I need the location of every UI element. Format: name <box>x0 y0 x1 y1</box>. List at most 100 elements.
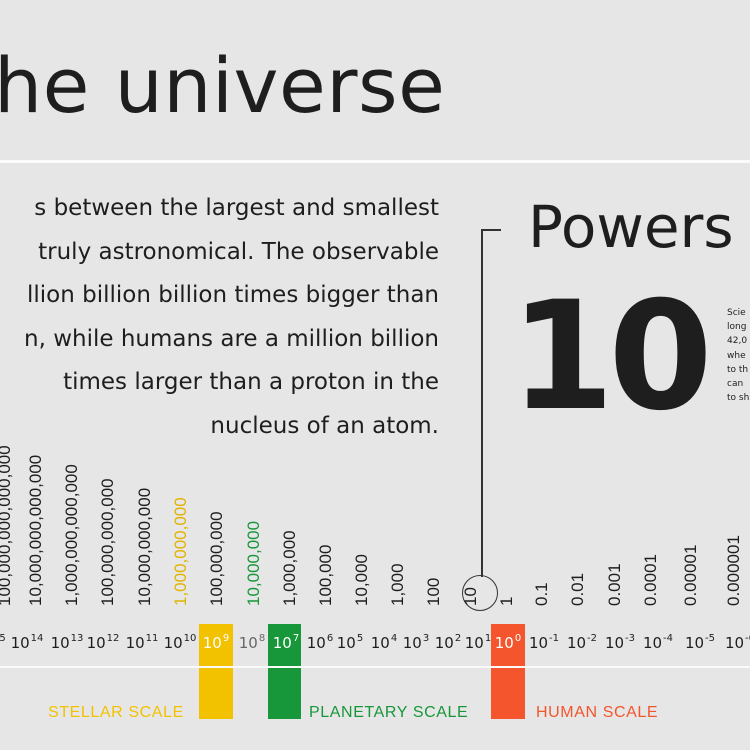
number-column-label: 1 <box>497 596 516 606</box>
number-column-label: 0.0001 <box>641 554 660 606</box>
power-of-ten-label: 5 <box>0 633 6 651</box>
side-note-line: Scie <box>727 308 746 318</box>
number-column-label: 10,000,000,000,000 <box>26 454 45 606</box>
power-exponent: -6 <box>745 633 750 644</box>
planetary-scale-label: PLANETARY SCALE <box>309 704 469 721</box>
power-base: 10 <box>642 634 663 652</box>
number-column-label: 100,000,000 <box>207 511 226 606</box>
power-base: 10 <box>272 634 292 652</box>
power-of-ten-label: 105 <box>336 633 364 652</box>
power-of-ten-label: 1010 <box>163 633 197 652</box>
number-column-label: 0.1 <box>532 582 551 606</box>
side-note-line: can <box>727 378 744 389</box>
power-base: 10 <box>494 634 514 652</box>
human-scale-label: HUMAN SCALE <box>536 704 659 721</box>
power-of-ten-label: 107 <box>272 633 300 652</box>
power-exponent: 14 <box>30 633 44 644</box>
power-of-ten-label: 101 <box>464 633 492 652</box>
power-exponent: 4 <box>390 633 398 644</box>
power-exponent: 8 <box>258 633 266 644</box>
power-of-ten-label: 10-2 <box>566 633 598 652</box>
number-column-label: 100 <box>424 577 443 606</box>
power-exponent: -2 <box>587 633 598 644</box>
side-note-line: whe <box>727 350 746 361</box>
power-of-ten-label: 1012 <box>86 633 120 652</box>
power-base: 10 <box>10 634 30 652</box>
power-exponent: 5 <box>0 633 6 644</box>
intro-line: nucleus of an atom. <box>210 412 439 439</box>
callout-bracket-line <box>481 229 483 577</box>
power-exponent: 10 <box>183 633 197 644</box>
power-base: 10 <box>238 634 258 652</box>
power-base: 10 <box>50 634 70 652</box>
power-base: 10 <box>604 634 625 652</box>
power-exponent: -3 <box>625 633 636 644</box>
power-base: 10 <box>434 634 454 652</box>
power-base: 10 <box>202 634 222 652</box>
human-scale-band <box>491 624 525 719</box>
number-column-label: 10 <box>461 587 480 606</box>
power-of-ten-label: 109 <box>202 633 230 652</box>
power-base: 10 <box>566 634 587 652</box>
power-base: 10 <box>528 634 549 652</box>
title-divider <box>0 160 750 163</box>
intro-line: n, while humans are a million billion <box>24 325 439 352</box>
power-of-ten-label: 10-4 <box>642 633 674 652</box>
power-base: 10 <box>125 634 145 652</box>
power-exponent: -4 <box>663 633 674 644</box>
number-column-label: 10,000,000,000 <box>135 487 154 606</box>
number-column-label: 100,000,000,000,000 <box>0 445 14 606</box>
power-base: 10 <box>163 634 183 652</box>
power-exponent: 12 <box>106 633 120 644</box>
power-of-ten-label: 104 <box>371 633 398 651</box>
power-exponent: 0 <box>514 633 522 644</box>
number-column-label: 1,000 <box>388 563 407 606</box>
stellar-scale-band <box>199 624 233 719</box>
intro-line: truly astronomical. The observable <box>38 238 439 265</box>
power-of-ten-label: 10-1 <box>528 634 559 652</box>
number-column-label: 100,000 <box>316 544 335 606</box>
powers-heading: Powers <box>528 193 734 261</box>
side-note-line: long <box>727 322 747 333</box>
number-column-label: 1,000,000,000 <box>171 497 190 606</box>
intro-line: llion billion billion times bigger than <box>26 282 439 308</box>
power-exponent: 2 <box>454 633 462 644</box>
big-ten-numeral: 10 <box>510 270 713 444</box>
side-note-line: to th <box>727 364 749 375</box>
power-of-ten-label: 10-6 <box>725 633 750 651</box>
power-exponent: 1 <box>484 633 492 644</box>
power-of-ten-label: 100 <box>494 633 522 652</box>
power-exponent: 3 <box>422 633 430 644</box>
power-base: 10 <box>86 634 106 652</box>
intro-paragraph: s between the largest and smallest truly… <box>0 187 439 448</box>
ten-highlight-circle <box>462 575 498 611</box>
intro-line: s between the largest and smallest <box>34 195 439 221</box>
stellar-scale-label: STELLAR SCALE <box>48 704 184 721</box>
number-column-label: 0.00001 <box>681 544 700 606</box>
power-exponent: 9 <box>222 633 230 644</box>
power-of-ten-label: 1013 <box>50 634 84 652</box>
power-exponent: -5 <box>705 633 716 644</box>
power-exponent: 7 <box>292 633 300 644</box>
power-of-ten-label: 108 <box>238 633 266 652</box>
power-exponent: 6 <box>326 633 334 644</box>
number-column-label: 0.01 <box>568 572 587 606</box>
power-of-ten-label: 10-5 <box>684 633 716 652</box>
number-column-label: 1,000,000,000,000 <box>62 464 81 606</box>
power-exponent: 11 <box>145 633 159 644</box>
power-of-ten-label: 1014 <box>10 633 44 652</box>
number-column-label: 10,000 <box>352 554 371 606</box>
planetary-scale-band <box>268 624 301 719</box>
power-exponent: 5 <box>356 633 364 644</box>
power-of-ten-label: 103 <box>403 633 430 651</box>
number-column-label: 100,000,000,000 <box>98 478 117 606</box>
power-base: 10 <box>464 634 484 652</box>
power-base: 10 <box>336 634 356 652</box>
side-note: Scie long 42,0 whe to th can to sh <box>727 306 749 405</box>
side-note-line: 42,0 <box>727 336 748 347</box>
power-of-ten-label: 10-3 <box>604 633 636 652</box>
intro-line: times larger than a proton in the <box>63 369 439 395</box>
side-note-line: to sh <box>727 393 750 404</box>
number-column-label: 0.001 <box>605 563 624 606</box>
power-base: 10 <box>684 634 705 652</box>
